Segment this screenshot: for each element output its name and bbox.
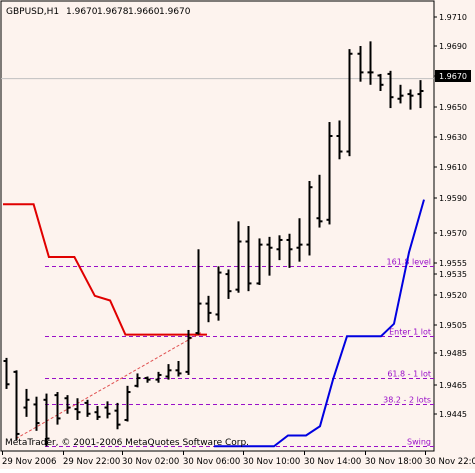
blue-indicator-line [214,199,425,448]
y-tick-label: 1.9555 [439,259,467,268]
open-value: 1.9670 [66,7,98,17]
y-tick-label: 1.9710 [439,13,467,22]
copyright-text: MetaTrader, © 2001-2006 MetaQuotes Softw… [5,438,249,448]
symbol-label: GBPUSD,H1 [6,7,59,17]
red-indicator-line [3,203,207,336]
y-tick-label: 1.9505 [439,321,467,330]
y-tick-label: 1.9650 [439,103,467,112]
high-value: 1.9678 [97,7,129,17]
x-tick-label: 30 Nov 18:00 [365,457,422,467]
x-tick-label: 30 Nov 14:00 [304,457,361,467]
level-label: Swing [407,438,431,447]
level-label: 38.2 - 2 lots [383,396,431,405]
levels-layer: 161.8 level Enter 1 lot 61.8 - 1 lot 38.2 -… [1,78,434,447]
x-tick-label: 29 Nov 22:00 [63,457,120,467]
x-tick-label: 30 Nov 02:00 [122,457,179,467]
x-tick-label: 29 Nov 2006 [2,457,56,467]
y-tick-label: 1.9610 [439,163,467,172]
indicator-lines [3,199,425,448]
level-label: 61.8 - 1 lot [387,370,431,379]
current-price-label: 1.9670 [439,72,467,81]
x-tick-label: 30 Nov 22:00 [425,457,475,467]
x-tick-label: 30 Nov 10:00 [243,457,300,467]
y-tick-label: 1.9690 [439,42,467,51]
y-tick-label: 1.9590 [439,194,467,203]
level-label: 161.8 level [387,258,431,267]
current-price-tag [435,70,471,82]
y-tick-label: 1.9570 [439,229,467,238]
y-tick-label: 1.9535 [439,270,467,279]
time-axis: 29 Nov 2006 29 Nov 22:00 30 Nov 02:00 30 No… [2,451,475,467]
ohlc-bars [3,41,424,447]
low-value: 1.9660 [128,7,160,17]
y-tick-label: 1.9465 [439,381,467,390]
y-tick-label: 1.9630 [439,133,467,142]
close-value: 1.9670 [159,7,191,17]
x-tick-label: 30 Nov 06:00 [183,457,240,467]
plot-frame [0,0,435,452]
y-tick-label: 1.9485 [439,349,467,358]
y-tick-label: 1.9520 [439,291,467,300]
y-tick-label: 1.9445 [439,410,467,419]
level-label: Enter 1 lot [389,328,431,337]
price-axis: 1.9710 1.9690 1.9670 1.9650 1.9630 1.9610 1.95… [434,13,471,419]
